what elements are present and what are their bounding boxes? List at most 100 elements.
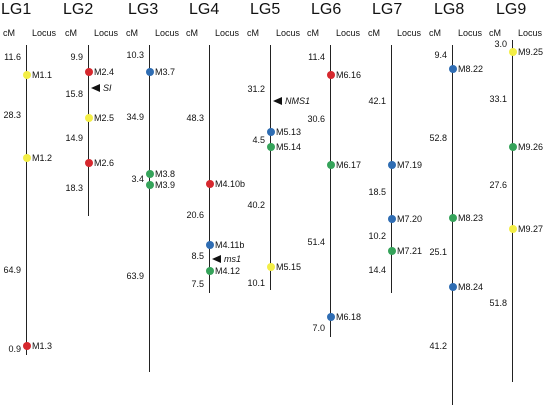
cm-column-header: cM bbox=[186, 28, 198, 38]
marker-dot bbox=[448, 65, 457, 73]
marker-label: M9.25 bbox=[518, 47, 544, 57]
locus-column-header: Locus bbox=[397, 28, 422, 38]
marker-label: M6.18 bbox=[336, 312, 362, 322]
linkage-group-title: LG5 bbox=[250, 1, 281, 18]
distance-label: 64.9 bbox=[3, 265, 21, 275]
distance-label: 30.6 bbox=[307, 114, 325, 124]
locus-column-header: Locus bbox=[32, 28, 57, 38]
marker-dot bbox=[508, 48, 517, 56]
marker-label: M6.16 bbox=[336, 70, 362, 80]
marker-label: M4.11b bbox=[215, 240, 245, 250]
distance-label: 18.5 bbox=[368, 187, 386, 197]
chromosome-axis bbox=[330, 45, 331, 337]
distance-label: 7.5 bbox=[191, 279, 204, 289]
marker-label: M5.14 bbox=[276, 142, 302, 152]
marker-dot bbox=[205, 180, 214, 188]
distance-label: 4.5 bbox=[252, 135, 265, 145]
distance-label: 7.0 bbox=[312, 323, 325, 333]
marker-dot bbox=[84, 68, 93, 76]
marker-label: M4.12 bbox=[215, 266, 241, 276]
distance-label: 51.4 bbox=[307, 237, 325, 247]
linkage-group-title: LG8 bbox=[434, 1, 465, 18]
marker-label: M8.23 bbox=[458, 213, 484, 223]
marker-dot bbox=[387, 247, 396, 255]
distance-label: 0.9 bbox=[8, 344, 21, 354]
distance-label: 27.6 bbox=[489, 180, 507, 190]
distance-label: 41.2 bbox=[429, 341, 447, 351]
cm-column-header: cM bbox=[307, 28, 319, 38]
marker-label: M8.22 bbox=[458, 64, 484, 74]
cm-column-header: cM bbox=[126, 28, 138, 38]
marker-label: M3.9 bbox=[155, 180, 176, 190]
locus-column-header: Locus bbox=[94, 28, 119, 38]
distance-label: 10.3 bbox=[126, 50, 144, 60]
cm-column-header: cM bbox=[489, 28, 501, 38]
distance-label: 11.6 bbox=[4, 52, 21, 62]
marker-label: M1.2 bbox=[32, 153, 53, 163]
distance-label: 14.4 bbox=[368, 265, 386, 275]
marker-label: M7.21 bbox=[397, 246, 423, 256]
marker-dot bbox=[22, 154, 31, 162]
distance-label: 9.9 bbox=[70, 52, 83, 62]
distance-label: 20.6 bbox=[186, 210, 204, 220]
gene-pointer-icon bbox=[212, 255, 221, 263]
marker-dot bbox=[145, 170, 154, 178]
marker-label: M5.15 bbox=[276, 262, 302, 272]
cm-column-header: cM bbox=[247, 28, 259, 38]
marker-dot bbox=[84, 114, 93, 122]
marker-label: M3.8 bbox=[155, 169, 176, 179]
marker-label: M9.26 bbox=[518, 142, 544, 152]
marker-dot bbox=[266, 143, 275, 151]
linkage-group-title: LG3 bbox=[128, 1, 159, 18]
chromosome-axis bbox=[391, 45, 392, 293]
distance-label: 51.8 bbox=[489, 298, 507, 308]
chromosome-axis bbox=[270, 45, 271, 290]
distance-label: 3.0 bbox=[494, 39, 507, 49]
marker-dot bbox=[326, 71, 335, 79]
marker-label: M7.19 bbox=[397, 160, 423, 170]
chromosome-axis bbox=[209, 45, 210, 293]
marker-label: M2.6 bbox=[94, 158, 115, 168]
gene-pointer-icon bbox=[91, 84, 100, 92]
distance-label: 3.4 bbox=[131, 174, 144, 184]
distance-label: 63.9 bbox=[126, 271, 144, 281]
cm-column-header: cM bbox=[368, 28, 380, 38]
distance-label: 52.8 bbox=[429, 133, 447, 143]
marker-dot bbox=[508, 225, 517, 233]
locus-column-header: Locus bbox=[215, 28, 240, 38]
marker-dot bbox=[205, 241, 214, 249]
chromosome-axis bbox=[26, 45, 27, 355]
distance-label: 11.4 bbox=[308, 52, 325, 62]
cm-column-header: cM bbox=[3, 28, 15, 38]
gene-label: SI bbox=[103, 83, 112, 93]
linkage-group-title: LG6 bbox=[311, 1, 342, 18]
marker-label: M9.27 bbox=[518, 224, 544, 234]
locus-column-header: Locus bbox=[518, 28, 543, 38]
marker-label: M3.7 bbox=[155, 67, 176, 77]
marker-label: M8.24 bbox=[458, 282, 484, 292]
linkage-group-title: LG1 bbox=[1, 1, 32, 18]
distance-label: 25.1 bbox=[429, 247, 447, 257]
distance-label: 14.9 bbox=[65, 133, 83, 143]
distance-label: 10.2 bbox=[368, 231, 386, 241]
chromosome-axis bbox=[512, 40, 513, 382]
marker-label: M2.5 bbox=[94, 113, 115, 123]
distance-label: 9.4 bbox=[434, 50, 447, 60]
gene-label: ms1 bbox=[224, 254, 242, 264]
gene-pointer-icon bbox=[273, 97, 282, 105]
distance-label: 34.9 bbox=[126, 112, 144, 122]
linkage-group-title: LG9 bbox=[496, 1, 527, 18]
distance-label: 48.3 bbox=[186, 113, 204, 123]
chromosome-axis bbox=[452, 45, 453, 405]
marker-dot bbox=[205, 267, 214, 275]
distance-label: 42.1 bbox=[368, 96, 386, 106]
marker-dot bbox=[266, 263, 275, 271]
marker-dot bbox=[326, 313, 335, 321]
distance-label: 10.1 bbox=[247, 278, 265, 288]
cm-column-header: cM bbox=[65, 28, 77, 38]
distance-label: 18.3 bbox=[65, 183, 83, 193]
marker-label: M4.10b bbox=[215, 179, 246, 189]
distance-label: 28.3 bbox=[3, 110, 21, 120]
distance-label: 8.5 bbox=[191, 251, 204, 261]
